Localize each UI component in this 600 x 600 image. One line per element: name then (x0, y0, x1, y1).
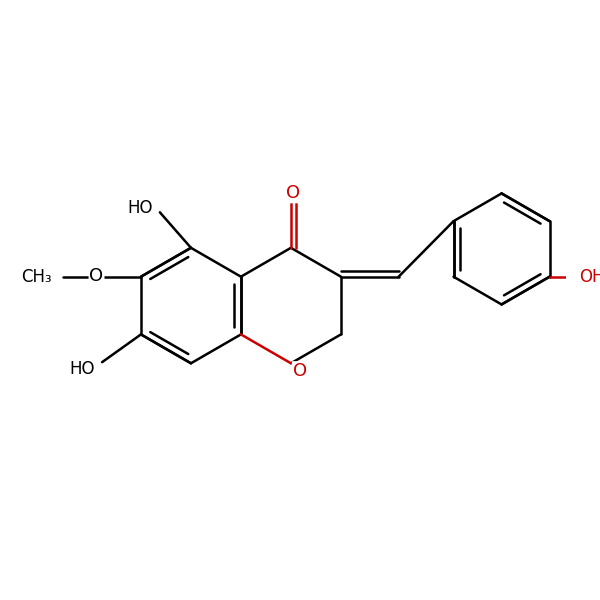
Text: CH₃: CH₃ (22, 268, 52, 286)
Text: HO: HO (127, 199, 152, 217)
Text: O: O (293, 362, 307, 380)
Text: OH: OH (579, 268, 600, 286)
Text: O: O (286, 184, 300, 202)
Text: HO: HO (70, 360, 95, 378)
Text: O: O (89, 266, 104, 284)
